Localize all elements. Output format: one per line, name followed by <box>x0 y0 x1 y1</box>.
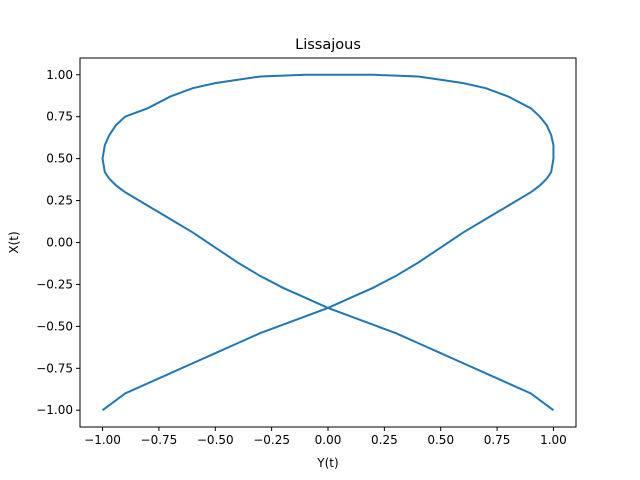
axes-frame <box>79 57 577 428</box>
x-tick-label: 0.00 <box>315 433 342 447</box>
y-tick-label: 0.00 <box>46 236 73 250</box>
y-tick-label: −1.00 <box>36 403 73 417</box>
y-tick-label: 1.00 <box>46 68 73 82</box>
x-axis-label: Y(t) <box>316 456 338 470</box>
x-axis-ticks: −1.00 −0.75 −0.50 −0.25 0.00 0.25 0.50 0.75 1.00 <box>84 427 567 447</box>
y-tick-label: 0.25 <box>46 194 73 208</box>
x-tick-label: −0.75 <box>141 433 178 447</box>
x-tick-label: 0.75 <box>484 433 511 447</box>
lissajous-curve <box>101 73 555 412</box>
chart-title: Lissajous <box>295 37 361 53</box>
x-tick-label: −0.25 <box>253 433 290 447</box>
y-axis-label: X(t) <box>7 231 21 253</box>
y-tick-label: −0.50 <box>36 319 73 333</box>
x-tick-label: 0.25 <box>371 433 398 447</box>
x-tick-label: −1.00 <box>84 433 121 447</box>
plot-area <box>79 57 577 428</box>
x-tick-label: 0.50 <box>427 433 454 447</box>
y-tick-label: 0.75 <box>46 110 73 124</box>
y-tick-label: −0.75 <box>36 361 73 375</box>
y-tick-label: −0.25 <box>36 277 73 291</box>
y-axis-ticks: −1.00 −0.75 −0.50 −0.25 0.00 0.25 0.50 0.75 1.00 <box>36 68 80 417</box>
y-tick-label: 0.50 <box>46 152 73 166</box>
x-tick-label: 1.00 <box>540 433 567 447</box>
x-tick-label: −0.50 <box>197 433 234 447</box>
